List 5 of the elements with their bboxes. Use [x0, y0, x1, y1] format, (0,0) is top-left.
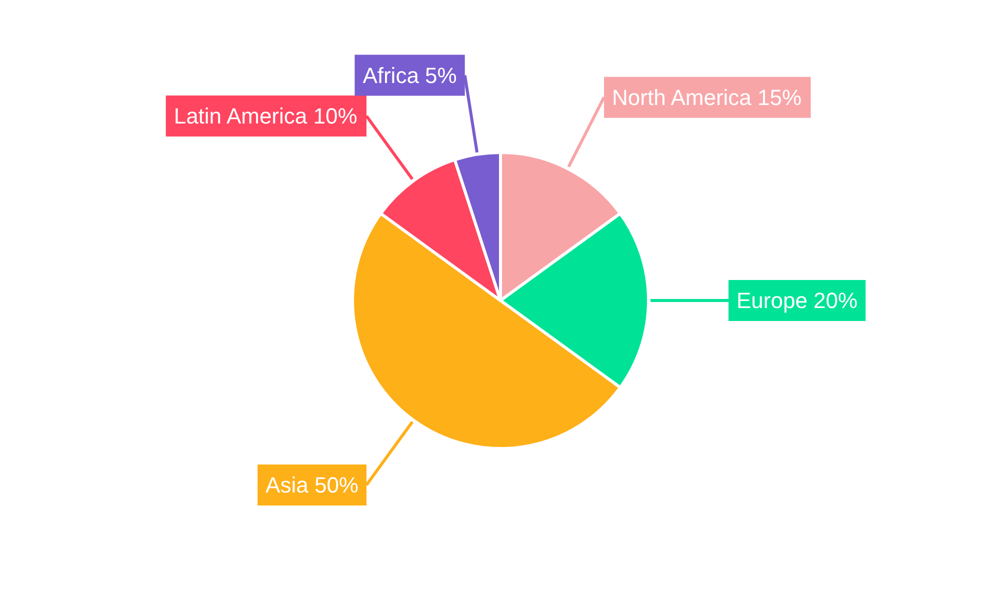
- slice-label: Africa 5%: [362, 62, 457, 88]
- slice-label: Latin America 10%: [174, 104, 358, 129]
- slice-label: North America 15%: [612, 84, 802, 110]
- slice-label: Asia 50%: [266, 472, 358, 498]
- slice-label: Europe 20%: [736, 288, 858, 313]
